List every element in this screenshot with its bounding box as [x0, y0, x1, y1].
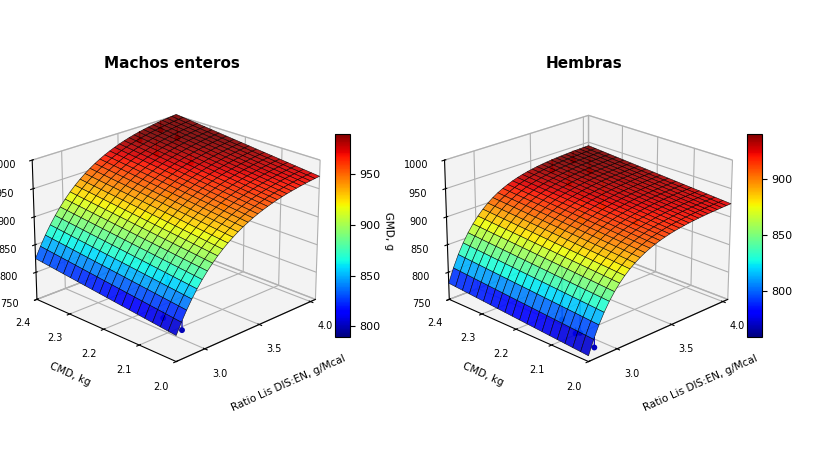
Y-axis label: CMD, kg: CMD, kg — [460, 361, 505, 388]
Title: Machos enteros: Machos enteros — [104, 56, 240, 71]
X-axis label: Ratio Lis DIS:EN, g/Mcal: Ratio Lis DIS:EN, g/Mcal — [641, 354, 758, 413]
Y-axis label: CMD, kg: CMD, kg — [48, 361, 93, 388]
Title: Hembras: Hembras — [545, 56, 622, 71]
X-axis label: Ratio Lis DIS:EN, g/Mcal: Ratio Lis DIS:EN, g/Mcal — [229, 354, 346, 413]
